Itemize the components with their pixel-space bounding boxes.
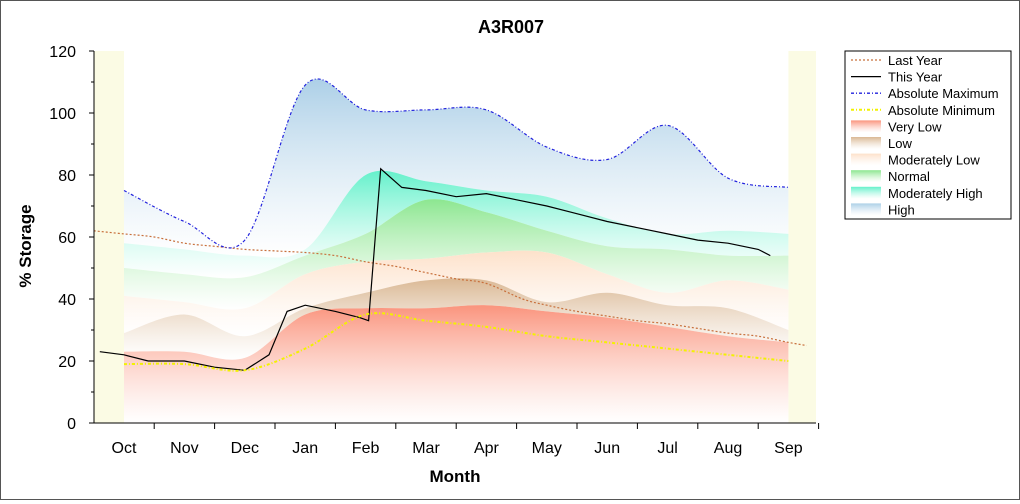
- y-tick-label: 40: [58, 292, 76, 309]
- series-last-year: [93, 230, 807, 347]
- x-tick-label: Sep: [774, 440, 803, 457]
- x-tick-label: Oct: [112, 440, 137, 457]
- legend-label: Absolute Maximum: [888, 86, 999, 101]
- y-axis-label: % Storage: [16, 204, 35, 287]
- x-tick-label: Dec: [231, 440, 259, 457]
- y-tick-label: 0: [67, 416, 76, 433]
- band-low: [124, 278, 789, 360]
- band-moderately-high: [124, 170, 789, 279]
- x-tick-label: Apr: [474, 440, 500, 457]
- chart-title: A3R007: [478, 17, 544, 37]
- legend-swatch-low: [851, 137, 881, 149]
- axes: 0 20 40 60 80 100 120 Oct Nov Dec Jan Feb Mar Apr May J…: [49, 44, 820, 457]
- legend-swatch-normal: [851, 170, 881, 183]
- legend-label: Absolute Minimum: [888, 103, 995, 118]
- legend-swatch-moderately-low: [851, 153, 881, 166]
- legend-label: Last Year: [888, 53, 943, 68]
- series-this-year: [99, 167, 771, 371]
- x-axis-label: Month: [430, 467, 481, 486]
- y-tick-label: 80: [58, 168, 76, 185]
- x-tick-label: Jun: [594, 440, 620, 457]
- percentile-bands: [124, 78, 789, 423]
- x-tick-label: Jan: [292, 440, 318, 457]
- legend-label: High: [888, 202, 915, 217]
- legend-swatch-very-low: [851, 120, 881, 133]
- series-absolute-minimum: [123, 312, 789, 372]
- band-moderately-low: [124, 250, 789, 337]
- band-normal: [124, 199, 789, 310]
- legend-label: Moderately Low: [888, 153, 980, 168]
- x-tick-label: May: [532, 440, 562, 457]
- band-high: [124, 78, 789, 258]
- legend-label: This Year: [888, 70, 943, 85]
- y-tick-label: 20: [58, 354, 76, 371]
- x-tick-label: Aug: [714, 440, 742, 457]
- legend-label: Very Low: [888, 119, 942, 134]
- series-absolute-maximum: [123, 78, 789, 249]
- legend-swatch-high: [851, 203, 881, 216]
- x-tick-label: Jul: [657, 440, 677, 457]
- band-very-low: [124, 305, 789, 423]
- legend-label: Normal: [888, 169, 930, 184]
- x-tick-label: Feb: [352, 440, 380, 457]
- y-tick-label: 120: [49, 44, 76, 61]
- legend-swatch-moderately-high: [851, 186, 881, 199]
- x-tick-label: Nov: [170, 440, 198, 457]
- series-lines: [93, 78, 807, 372]
- legend-label: Low: [888, 136, 912, 151]
- y-tick-label: 100: [49, 106, 76, 123]
- legend-label: Moderately High: [888, 186, 983, 201]
- y-tick-label: 60: [58, 230, 76, 247]
- x-tick-label: Mar: [412, 440, 440, 457]
